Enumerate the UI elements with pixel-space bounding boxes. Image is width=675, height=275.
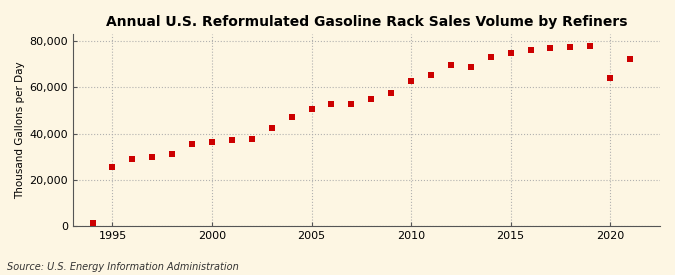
Point xyxy=(625,56,636,61)
Point xyxy=(525,48,536,53)
Y-axis label: Thousand Gallons per Day: Thousand Gallons per Day xyxy=(15,61,25,199)
Point xyxy=(147,155,158,159)
Point xyxy=(286,115,297,120)
Point xyxy=(87,221,98,225)
Point xyxy=(466,64,477,69)
Point xyxy=(485,55,496,60)
Point xyxy=(127,157,138,162)
Point xyxy=(446,63,456,68)
Point xyxy=(565,45,576,49)
Point xyxy=(326,101,337,106)
Point xyxy=(605,76,616,80)
Point xyxy=(585,44,596,48)
Point xyxy=(246,137,257,141)
Point xyxy=(267,126,277,130)
Title: Annual U.S. Reformulated Gasoline Rack Sales Volume by Refiners: Annual U.S. Reformulated Gasoline Rack S… xyxy=(105,15,627,29)
Text: Source: U.S. Energy Information Administration: Source: U.S. Energy Information Administ… xyxy=(7,262,238,272)
Point xyxy=(227,138,238,142)
Point xyxy=(167,152,178,156)
Point xyxy=(545,46,556,50)
Point xyxy=(506,51,516,55)
Point xyxy=(306,106,317,111)
Point xyxy=(107,165,118,169)
Point xyxy=(207,139,217,144)
Point xyxy=(346,102,357,106)
Point xyxy=(406,79,416,83)
Point xyxy=(187,142,198,146)
Point xyxy=(426,73,437,77)
Point xyxy=(386,91,397,95)
Point xyxy=(366,97,377,102)
